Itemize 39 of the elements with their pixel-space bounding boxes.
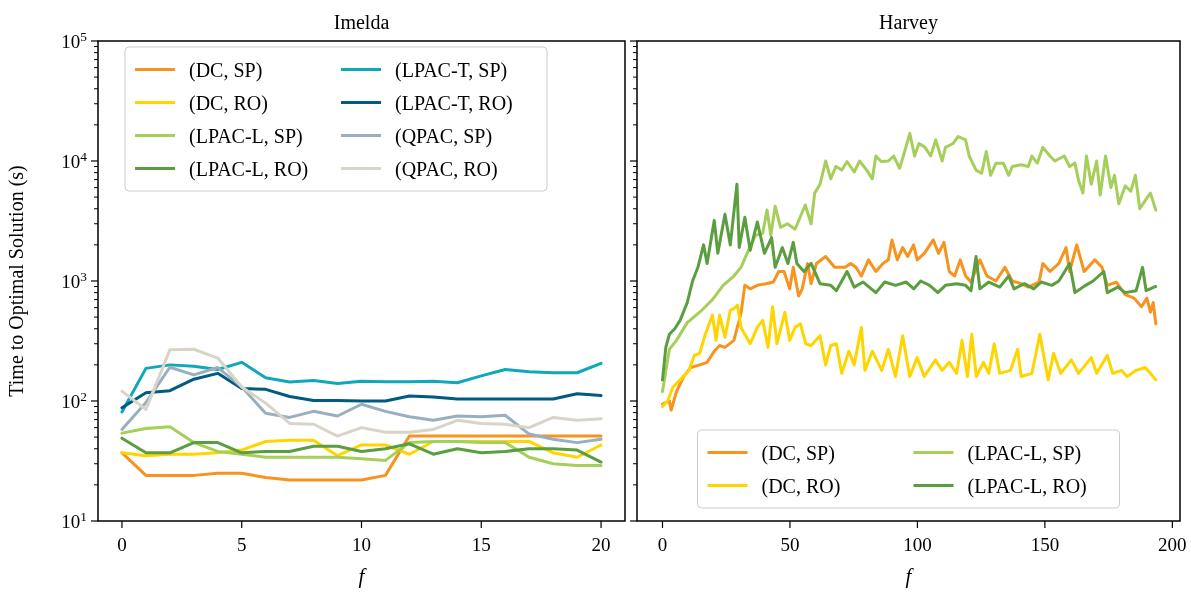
line-series	[120, 434, 603, 482]
legend-label: (LPAC-L, SP)	[189, 124, 303, 148]
x-tick-label: 50	[780, 534, 800, 555]
y-tick-label: 10$^{3}$	[61, 268, 88, 292]
x-tick-label: 0	[117, 534, 127, 555]
line-series	[120, 347, 603, 438]
x-axis-title: f	[905, 564, 915, 588]
chart-title: Imelda	[333, 11, 390, 33]
x-tick-label: 15	[471, 534, 491, 555]
x-tick-label: 10	[352, 534, 371, 555]
legend-label: (LPAC-L, SP)	[967, 441, 1082, 465]
y-tick-label: 10$^{5}$	[61, 28, 88, 52]
line-series	[120, 425, 603, 468]
x-tick-label: 100	[903, 534, 932, 555]
y-tick-label: 10$^{2}$	[61, 388, 87, 412]
line-series	[120, 436, 603, 464]
legend-label: (LPAC-L, RO)	[967, 474, 1087, 498]
legend-label: (DC, SP)	[189, 58, 263, 82]
legend-label: (DC, RO)	[189, 91, 268, 115]
line-series	[120, 371, 603, 410]
x-tick-label: 5	[236, 534, 247, 555]
legend-label: (DC, RO)	[761, 474, 841, 498]
legend-label: (QPAC, SP)	[395, 124, 493, 148]
legend-label: (DC, SP)	[761, 441, 835, 465]
line-series	[120, 365, 603, 445]
legend-label: (LPAC-T, SP)	[395, 58, 508, 82]
chart-title: Harvey	[879, 11, 938, 34]
x-tick-label: 20	[591, 534, 611, 555]
legend-label: (LPAC-T, RO)	[395, 91, 513, 115]
line-series	[120, 360, 603, 414]
x-tick-label: 200	[1158, 534, 1187, 555]
x-tick-label: 0	[657, 534, 668, 555]
y-tick-label: 10$^{1}$	[61, 508, 87, 532]
legend-label: (LPAC-L, RO)	[189, 157, 309, 181]
legend-label: (QPAC, RO)	[395, 157, 498, 181]
x-axis-title: f	[358, 564, 368, 588]
x-tick-label: 150	[1030, 534, 1060, 555]
y-axis-title: Time to Optimal Solution (s)	[5, 165, 28, 397]
y-tick-label: 10$^{4}$	[61, 148, 88, 172]
